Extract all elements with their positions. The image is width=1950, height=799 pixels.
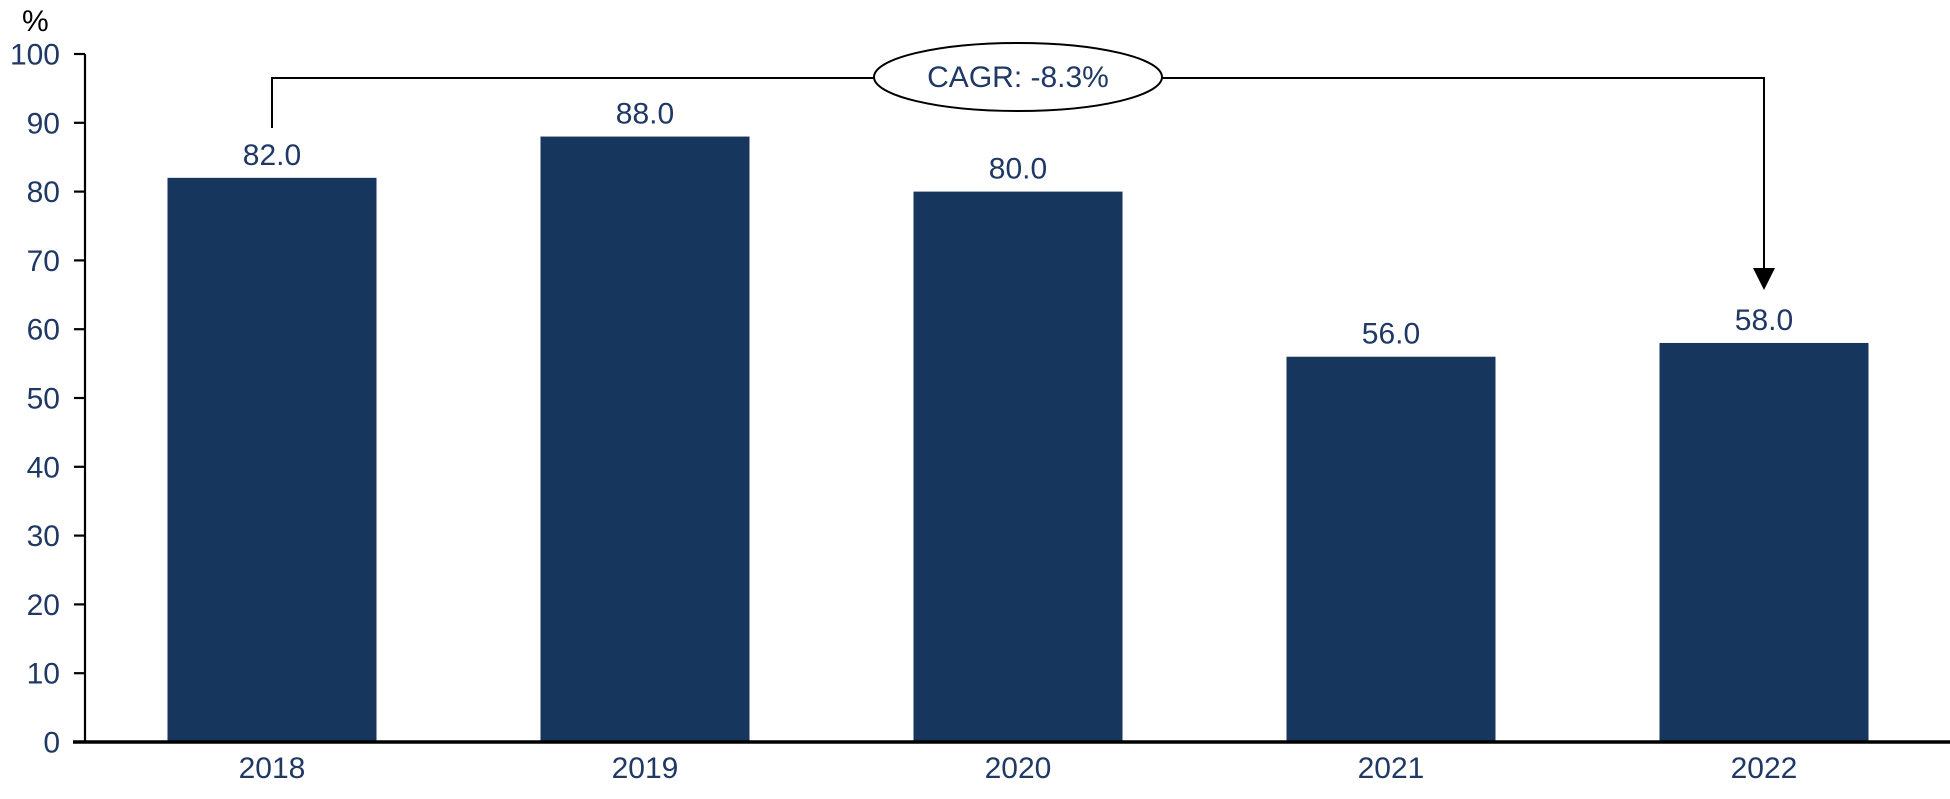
bar-2022 <box>1659 342 1869 742</box>
cagr-ellipse <box>873 42 1163 112</box>
cagr-arrowhead <box>1753 268 1775 290</box>
bar-value-label: 58.0 <box>1735 304 1793 337</box>
cagr-label: CAGR: -8.3% <box>927 61 1109 94</box>
x-axis-label-2018: 2018 <box>239 752 306 785</box>
y-tick-label: 50 <box>27 383 60 416</box>
y-axis-unit-label: % <box>22 5 49 38</box>
bar-value-labels: 82.0 88.0 80.0 56.0 58.0 <box>243 98 1793 351</box>
y-tick-label: 90 <box>27 107 60 140</box>
bar-2020 <box>913 191 1123 743</box>
y-tick-label: 40 <box>27 451 60 484</box>
x-axis-label-2019: 2019 <box>612 752 679 785</box>
x-axis-label-2022: 2022 <box>1731 752 1798 785</box>
y-tick-label: 80 <box>27 176 60 209</box>
y-tick-label: 30 <box>27 520 60 553</box>
bars-group <box>167 136 1869 743</box>
x-axis-label-2021: 2021 <box>1358 752 1425 785</box>
bar-2019 <box>540 136 750 742</box>
bar-2021 <box>1286 356 1496 742</box>
bar-value-label: 80.0 <box>989 153 1047 186</box>
x-axis-labels: 2018 2019 2020 2021 2022 <box>239 752 1798 785</box>
bar-value-label: 88.0 <box>616 98 674 131</box>
bar-value-label: 56.0 <box>1362 318 1420 351</box>
y-axis: 0 10 20 30 40 50 60 70 80 90 100 <box>10 39 85 760</box>
x-axis-label-2020: 2020 <box>985 752 1052 785</box>
y-tick-label: 0 <box>43 727 60 760</box>
axis-lines <box>73 54 1950 744</box>
y-tick-label: 10 <box>27 658 60 691</box>
bar-2018 <box>167 177 377 743</box>
cagr-annotation: CAGR: -8.3% <box>271 42 1775 290</box>
y-tick-label: 100 <box>10 39 60 72</box>
y-tick-label: 60 <box>27 314 60 347</box>
bar-value-label: 82.0 <box>243 139 301 172</box>
y-tick-label: 70 <box>27 245 60 278</box>
y-tick-label: 20 <box>27 589 60 622</box>
